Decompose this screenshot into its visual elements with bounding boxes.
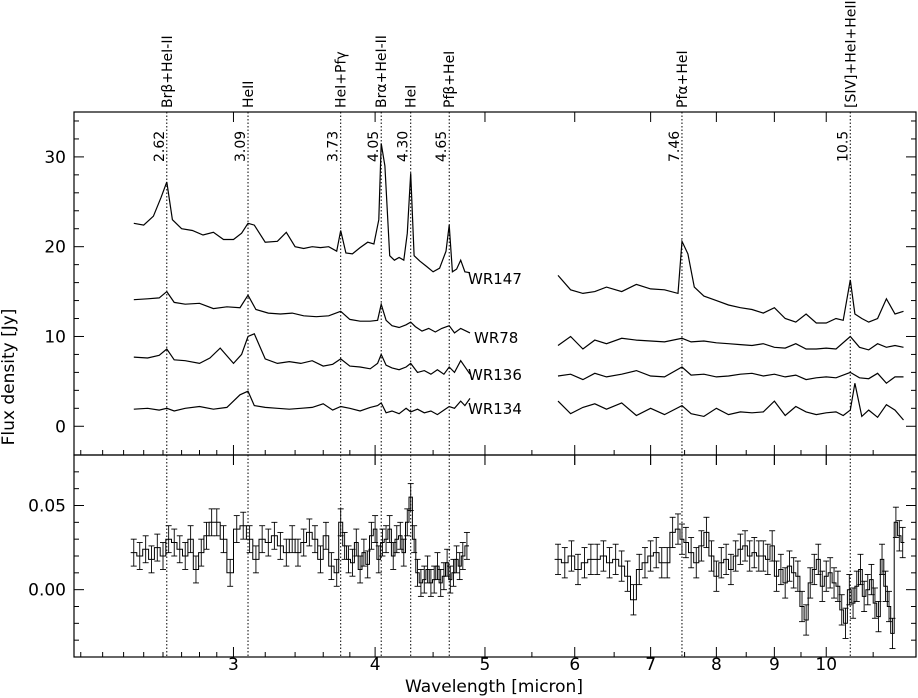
series-wr147: WR147 [133, 143, 904, 324]
line-id-label: HeI [404, 85, 420, 108]
x-tick-label: 7 [645, 655, 656, 675]
line-id-wavelength: 10.5 [835, 131, 851, 162]
line-id-wavelength: 3.09 [233, 131, 249, 162]
series-label: WR134 [468, 400, 522, 418]
series-label: WR78 [474, 329, 518, 347]
y-axis-label: Flux density [Jy] [0, 309, 19, 446]
x-tick-label: 9 [769, 655, 780, 675]
line-id-wavelength: 4.30 [396, 131, 412, 162]
line-id-label: Pfβ+HeI [442, 51, 458, 108]
series-line-wr78 [557, 335, 904, 351]
line-id-wavelength: 4.65 [434, 131, 450, 162]
line-id-wavelength: 3.73 [326, 131, 342, 162]
line-id-label: Brα+HeI-II [374, 35, 390, 108]
ratio-segment-1 [554, 506, 906, 650]
line-identifications: Brβ+HeI-II 2.62 HeII 3.09 HeI+Pfγ 3.73 Brα+HeI… [152, 0, 859, 657]
ratio-step-line [130, 496, 469, 584]
series-wr78: WR78 [133, 290, 904, 351]
line-id-wavelength: 7.46 [667, 131, 683, 162]
line-id-label: Brβ+HeI-II [160, 35, 176, 108]
y-tick-label: 10 [44, 327, 66, 347]
y-tick-label: 20 [44, 238, 66, 258]
series-line-wr147 [557, 238, 904, 324]
line-id-wavelength: 2.62 [152, 131, 168, 162]
line-id-label: [SIV]+HeI+HeII [843, 0, 859, 108]
ratio-step-line [554, 521, 905, 634]
y-tick-label: 0.00 [28, 581, 66, 601]
x-tick-label: 4 [370, 655, 381, 675]
ratio-panel: 0.00 0.05 [28, 454, 917, 658]
ratio-segment-0 [130, 483, 470, 597]
x-tick-label: 6 [569, 655, 580, 675]
y-tick-label: 0.05 [28, 497, 66, 517]
x-tick-label: 3 [228, 655, 239, 675]
line-id-label: HeI+Pfγ [334, 51, 350, 108]
series-wr136: WR136 [133, 333, 904, 385]
y-tick-label: 0 [55, 417, 66, 437]
flux-panel: 0 10 20 30 WR147 WR78 WR136 WR134 [44, 111, 917, 456]
series-line-wr134 [557, 383, 904, 421]
line-id-label: Pfα+HeI [675, 50, 691, 108]
line-id-label: HeII [241, 81, 257, 108]
x-axis-label: Wavelength [micron] [405, 677, 583, 697]
series-line-wr134 [133, 390, 471, 416]
x-tick-label: 10 [815, 655, 837, 675]
series-label: WR147 [468, 270, 522, 288]
series-line-wr147 [133, 143, 471, 274]
y-tick-label: 30 [44, 148, 66, 168]
series-line-wr136 [557, 366, 904, 385]
series-label: WR136 [468, 366, 522, 384]
x-axis: 3 4 5 6 7 8 9 10 [80, 112, 874, 675]
x-tick-label: 8 [711, 655, 722, 675]
series-wr134: WR134 [133, 383, 904, 421]
series-line-wr136 [133, 333, 471, 376]
line-id-wavelength: 4.05 [366, 131, 382, 162]
series-line-wr78 [133, 290, 471, 334]
x-tick-label: 5 [480, 655, 491, 675]
